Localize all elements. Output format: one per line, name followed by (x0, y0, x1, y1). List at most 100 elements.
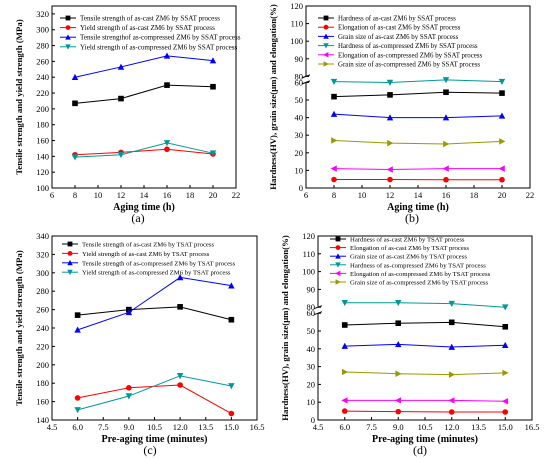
y-tick-label: 180 (36, 120, 49, 130)
data-point (176, 373, 184, 380)
x-tick-label: 16 (442, 190, 451, 200)
y-tick-label: 30 (295, 130, 304, 140)
x-tick-label: 15.0 (498, 422, 513, 432)
y-tick-label: 60 (295, 77, 304, 87)
series-3 (74, 373, 235, 414)
data-point (210, 83, 216, 90)
data-point (448, 397, 455, 404)
y-tick-label: 240 (36, 72, 49, 82)
data-point (228, 383, 235, 390)
legend-label: Hardness of as-cast ZM6 by SSAT process (338, 16, 456, 23)
y-tick-label: 100 (290, 36, 303, 46)
legend-label: Elongation of as-cast ZM6 by TSAT proces… (350, 245, 469, 252)
x-tick-label: 9.0 (393, 422, 404, 432)
legend-label: Hardness of as-cast ZM6 by TSAT process (350, 237, 465, 244)
legend-label: Hardness of as-compressed ZM6 by SSAT pr… (338, 43, 478, 50)
data-point (176, 274, 184, 281)
y-tick-label: 120 (36, 167, 49, 177)
data-point (331, 176, 337, 183)
x-tick-label: 22 (526, 190, 535, 200)
x-tick-label: 10 (358, 190, 367, 200)
data-point (126, 385, 132, 391)
legend-entry: Elongation of as-compressed ZM6 by SSAT … (318, 52, 482, 59)
series-line (77, 375, 232, 411)
series-line (74, 148, 214, 156)
data-point (442, 114, 450, 121)
series-5 (341, 368, 509, 378)
legend-entry: Grain size of as-cast ZM6 by SSAT proces… (318, 33, 459, 41)
x-tick-label: 16.5 (525, 422, 540, 432)
data-point (499, 176, 505, 183)
data-point (72, 100, 78, 107)
x-axis-title: Aging time (h) (387, 202, 449, 213)
y-tick-label: 300 (36, 268, 49, 278)
chart-panel-d: 4.5 6.0 7.5 9.0 10.5 12.0 13.5 15.0 16.5 0 10 20 30 4… (280, 231, 539, 457)
series-line (74, 142, 214, 158)
legend-marker (335, 253, 341, 259)
series-line (344, 371, 506, 376)
x-tick-label: 7.5 (366, 422, 377, 432)
x-tick-label: 7.5 (98, 422, 109, 432)
legend-label: Yield strength of as-cast ZM6 by TSAT pr… (82, 251, 210, 258)
y-tick-label: 320 (36, 249, 49, 259)
data-point (502, 304, 509, 311)
data-point (498, 78, 506, 86)
legend-marker (323, 52, 329, 58)
axis-break-gap (315, 307, 321, 314)
data-point (164, 146, 170, 153)
legend-marker (67, 259, 73, 266)
series-line (344, 321, 506, 328)
x-tick-label: 8 (332, 190, 336, 200)
panel-label: (a) (131, 211, 144, 225)
legend-entry: Hardness of as-cast ZM6 by SSAT process (318, 16, 456, 23)
series-3 (330, 77, 506, 86)
series-0 (72, 82, 216, 107)
data-point (386, 114, 394, 121)
legend-marker (335, 245, 341, 251)
legend-label: Hardness of as-compressed ZM6 by TSAT pr… (350, 262, 486, 269)
data-point (387, 92, 393, 98)
x-tick-label: 16 (163, 190, 172, 200)
y-tick-label: 50 (295, 95, 304, 105)
y-tick-label: 200 (36, 360, 49, 370)
x-tick-label: 6.0 (72, 422, 83, 432)
legend-marker (65, 44, 71, 50)
series-2 (330, 110, 506, 121)
series-line (333, 79, 503, 84)
data-point (448, 319, 455, 326)
data-point (228, 410, 235, 417)
data-point (341, 368, 349, 376)
data-point (71, 154, 79, 161)
data-point (125, 309, 133, 316)
data-point (341, 342, 348, 349)
series-line (333, 168, 502, 171)
y-tick-label: 140 (36, 151, 49, 161)
data-point (228, 316, 235, 323)
data-point (74, 326, 81, 333)
y-tick-label: 10 (307, 397, 316, 407)
legend-marker (65, 15, 71, 21)
y-axis-title: Hardness(HV), grain size(μm) and elongat… (280, 235, 290, 421)
series-line (344, 410, 506, 413)
data-point (443, 176, 449, 183)
x-tick-label: 15.0 (224, 422, 239, 432)
y-tick-label: 320 (36, 9, 49, 19)
data-point (502, 409, 509, 415)
data-point (395, 370, 402, 377)
data-point (395, 408, 402, 415)
legend-entry: Elongation of as-compressed ZM6 by TSAT … (330, 270, 491, 278)
series-2 (341, 340, 509, 350)
x-tick-label: 13.5 (471, 422, 486, 432)
data-point (386, 79, 394, 86)
y-tick-label: 340 (36, 231, 49, 241)
data-point (443, 89, 449, 96)
x-tick-label: 6 (304, 190, 308, 200)
axis-break-gap (303, 76, 309, 83)
data-point (164, 82, 170, 88)
y-axis-title: Tensile strength and yield strength (MPa… (14, 250, 24, 406)
legend-label: Grain size of as-cast ZM6 by TSAT proces… (350, 254, 467, 261)
y-tick-label: 40 (295, 113, 304, 123)
legend-label: Tensile strength of as-cast ZM6 by TSAT … (82, 242, 214, 249)
legend-entry: Yield strength of as-cast ZM6 by SSAT pr… (60, 24, 215, 32)
data-point (125, 393, 133, 400)
